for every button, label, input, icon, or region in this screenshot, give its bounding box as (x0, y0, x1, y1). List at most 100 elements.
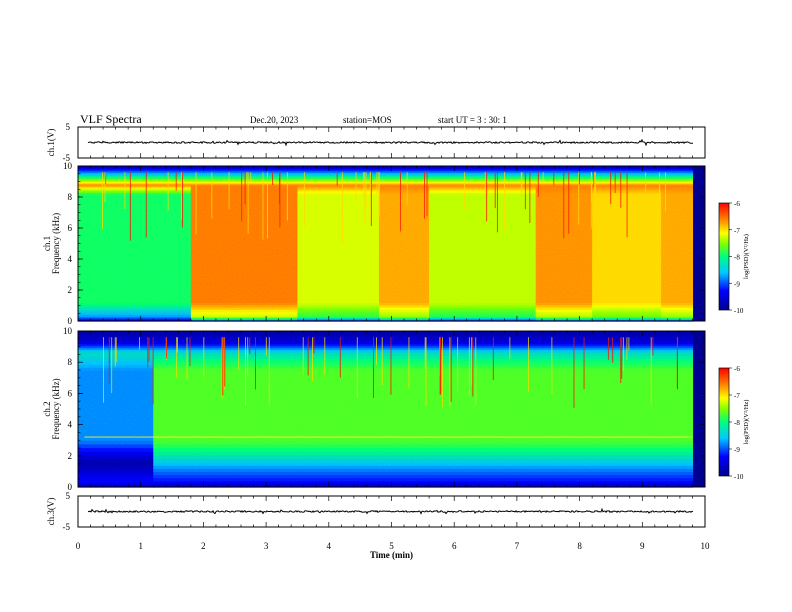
spectrogram-cell (378, 181, 430, 184)
spectrogram-cell (78, 465, 154, 469)
y-tick-label: 2 (68, 451, 73, 461)
spectrogram-cell (592, 309, 662, 313)
spectrogram-cell (190, 183, 299, 186)
spectrogram-cell (78, 393, 154, 406)
date-label: Dec.20, 2023 (250, 115, 299, 125)
spectrogram-cell (297, 170, 380, 173)
spectrogram-cell (592, 248, 662, 267)
spectrogram-cell (535, 176, 593, 179)
spectrogram-cell (78, 364, 154, 368)
spectrogram-cell (78, 482, 154, 485)
spectrogram-cell (429, 173, 537, 176)
spectrogram-cell (297, 304, 380, 308)
x-tick-label: 7 (515, 541, 520, 551)
spectrogram-cell (429, 311, 537, 315)
colorbar (718, 367, 730, 477)
spectrogram-cell (535, 309, 593, 313)
spectrogram-cell (78, 370, 154, 383)
spectrogram-cell (190, 316, 299, 318)
spectrogram-cell (661, 311, 694, 315)
spectrogram-cell (297, 302, 380, 306)
spectrogram-cell (661, 175, 694, 178)
spectrogram-cell (535, 167, 593, 170)
spectrogram-cell (297, 211, 380, 231)
spectrogram-cell (78, 477, 154, 482)
spectrogram-cell (78, 309, 192, 313)
ch3-waveform-panel: 5 -5 ch.3(V) (46, 491, 706, 532)
spectrogram-cell (78, 314, 192, 317)
spectrogram-cell (153, 405, 694, 418)
spectrogram-cell (535, 175, 593, 178)
y-tick-label: 5 (66, 122, 71, 132)
waveform-trace (87, 507, 694, 515)
spectrogram-cell (190, 167, 299, 170)
spectrogram-cell (661, 190, 694, 193)
spectrogram-cell (378, 170, 430, 173)
spectrogram-cell (429, 184, 537, 187)
spectrogram-cell (429, 167, 537, 170)
spectrogram-cell (378, 173, 430, 176)
spectrogram-cell (297, 173, 380, 176)
spectrogram-cell (535, 307, 593, 310)
spectrogram-cell (661, 211, 694, 231)
spectrogram-cell (535, 284, 593, 303)
spectrogram-cell (429, 316, 537, 318)
spectrogram-cell (190, 309, 299, 313)
spectrogram-cell (661, 186, 694, 189)
spectrogram-cell (378, 211, 430, 231)
spectrogram-cell (378, 169, 430, 172)
spectrogram-cell (592, 316, 662, 318)
spectrogram-cell (535, 266, 593, 285)
waveform-ylabel: ch.1(V) (46, 129, 56, 157)
spectrogram-cell (190, 314, 299, 317)
spectrogram-cell (378, 266, 430, 285)
spectrogram-cell (661, 309, 694, 313)
spectrogram-cell (535, 193, 593, 213)
spectrogram-cell (378, 167, 430, 170)
spectrogram-cell (78, 169, 192, 172)
y-tick-label: 4 (68, 254, 73, 264)
spectrogram-cell (592, 266, 662, 285)
x-tick-label: 1 (138, 541, 143, 551)
spectrogram-cell (78, 361, 154, 365)
spectrogram-cell (429, 179, 537, 183)
spectrogram-cell (535, 170, 593, 173)
spectrogram-cell (661, 307, 694, 310)
spectrogram-cell (78, 319, 192, 321)
spectrogram-cell (153, 340, 694, 343)
spectrogram-cell (429, 266, 537, 285)
spectrogram-cell (78, 302, 192, 306)
spectrogram-cell (78, 471, 154, 476)
spectrogram-cell (429, 175, 537, 178)
spectrogram-cell (297, 179, 380, 183)
spectrogram-cell (535, 178, 593, 181)
y-tick-label: 0 (68, 316, 73, 326)
spectrogram-cell (297, 183, 380, 186)
spectrogram-cell (378, 172, 430, 175)
spectrogram-cell (190, 166, 299, 169)
spectrogram-cell (661, 266, 694, 285)
spectrogram-cell (78, 447, 154, 452)
spectrogram-cell (378, 176, 430, 179)
figure-title: VLF Spectra (80, 112, 142, 126)
spectrogram-cell (592, 304, 662, 308)
spectrogram-cell (297, 317, 380, 320)
spectrogram-cell (297, 284, 380, 303)
spectrogram-cell (78, 192, 192, 195)
start-time-label: start UT = 3 : 30: 1 (438, 115, 507, 125)
spectrogram-cell (297, 184, 380, 187)
spectrogram-cell (297, 172, 380, 175)
spectrogram-cell (190, 211, 299, 231)
spectrogram-cell (661, 169, 694, 172)
spectrogram-cell (153, 332, 694, 336)
spectrogram-cell (429, 193, 537, 213)
spectrogram-cell (78, 266, 192, 285)
spectrogram-cell (429, 176, 537, 179)
spectrogram-cell (535, 189, 593, 192)
spectrogram-cell (378, 304, 430, 308)
spectrogram-cell (153, 364, 694, 368)
spectrogram-cell (661, 316, 694, 318)
spectrogram-cell (153, 480, 694, 483)
spectrogram-cell (78, 284, 192, 303)
spectrogram-cell (153, 361, 694, 365)
